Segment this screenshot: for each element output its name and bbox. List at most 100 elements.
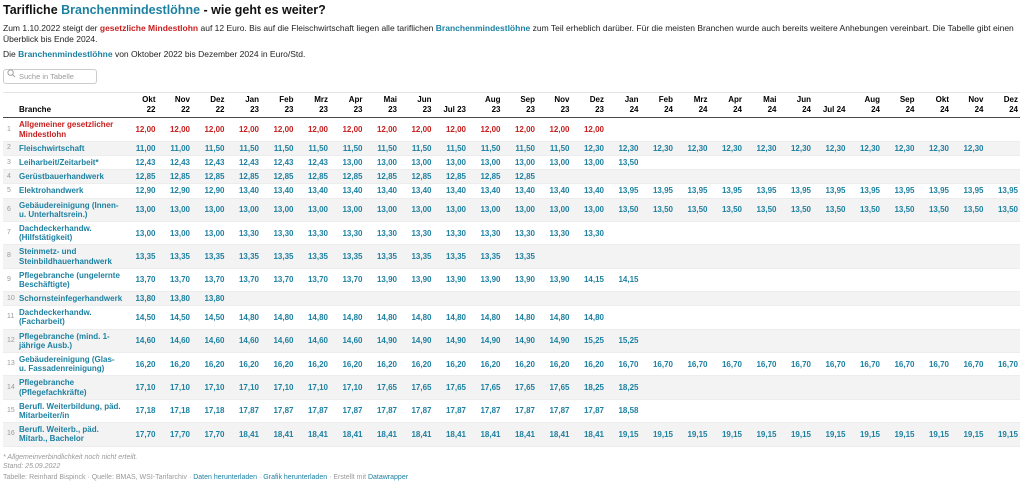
row-number: 15: [3, 399, 19, 422]
wage-cell: [641, 118, 676, 141]
wage-cell: 12,00: [330, 118, 365, 141]
wage-cell: 13,00: [365, 198, 400, 221]
month-column-header: Nov 23: [537, 93, 572, 118]
wage-cell: 13,35: [123, 245, 158, 268]
wage-cell: 12,30: [917, 141, 952, 155]
wage-cell: [779, 221, 814, 244]
wage-cell: 11,50: [503, 141, 538, 155]
wage-cell: [641, 292, 676, 306]
wage-cell: 17,10: [296, 376, 331, 399]
month-column-header: Jan 23: [227, 93, 262, 118]
wage-cell: 19,15: [606, 423, 641, 446]
wage-cell: 17,87: [330, 399, 365, 422]
wage-cell: [710, 399, 745, 422]
wage-cell: [848, 245, 883, 268]
wage-cell: 13,00: [399, 198, 434, 221]
wage-cell: 12,30: [641, 141, 676, 155]
wage-cell: 12,00: [227, 118, 262, 141]
wage-cell: 13,00: [503, 198, 538, 221]
wage-cell: [572, 170, 607, 184]
wage-cell: 18,41: [434, 423, 469, 446]
branche-name: Pflegebranche (mind. 1-jährige Ausb.): [19, 329, 123, 352]
wage-cell: 13,50: [744, 198, 779, 221]
wage-cell: 17,10: [158, 376, 193, 399]
wage-cell: [951, 268, 986, 291]
wage-cell: 11,50: [434, 141, 469, 155]
wage-cell: [675, 245, 710, 268]
wage-cell: [744, 306, 779, 329]
wage-cell: 17,10: [227, 376, 262, 399]
row-number: 6: [3, 198, 19, 221]
wage-cell: 13,95: [744, 184, 779, 198]
wage-cell: [986, 376, 1021, 399]
month-column-header: Mrz 24: [675, 93, 710, 118]
wage-cell: [848, 156, 883, 170]
wage-cell: [848, 292, 883, 306]
wage-cell: 13,40: [330, 184, 365, 198]
wage-cell: 19,15: [744, 423, 779, 446]
wage-cell: [365, 292, 400, 306]
row-number: 1: [3, 118, 19, 141]
wage-cell: 13,90: [468, 268, 503, 291]
wage-cell: 13,40: [399, 184, 434, 198]
download-image-link[interactable]: Grafik herunterladen: [263, 474, 327, 481]
wage-cell: 14,90: [468, 329, 503, 352]
wage-cell: 16,20: [572, 353, 607, 376]
row-number: 16: [3, 423, 19, 446]
wage-cell: 16,20: [227, 353, 262, 376]
wage-cell: 16,20: [123, 353, 158, 376]
row-number: 8: [3, 245, 19, 268]
branche-name: Gebäudereinigung (Glas- u. Fassadenreini…: [19, 353, 123, 376]
wage-cell: 14,80: [330, 306, 365, 329]
wage-cell: [986, 329, 1021, 352]
wage-cell: [813, 268, 848, 291]
wage-cell: 18,41: [330, 423, 365, 446]
wage-cell: 11,50: [330, 141, 365, 155]
wage-cell: [468, 292, 503, 306]
wage-cell: 13,40: [468, 184, 503, 198]
wage-cell: 13,00: [123, 221, 158, 244]
wage-cell: 13,80: [158, 292, 193, 306]
datawrapper-link[interactable]: Datawrapper: [368, 474, 408, 481]
wage-cell: 13,35: [330, 245, 365, 268]
wage-cell: 16,70: [675, 353, 710, 376]
download-data-link[interactable]: Daten herunterladen: [193, 474, 257, 481]
wage-cell: 17,65: [503, 376, 538, 399]
wage-cell: 13,95: [882, 184, 917, 198]
wage-cell: 12,30: [675, 141, 710, 155]
wage-cell: 12,30: [606, 141, 641, 155]
wage-cell: [882, 221, 917, 244]
wage-cell: 13,95: [710, 184, 745, 198]
wage-cell: [779, 376, 814, 399]
wage-cell: 13,30: [365, 221, 400, 244]
wage-cell: 12,00: [399, 118, 434, 141]
wage-cell: [779, 292, 814, 306]
wage-cell: 14,90: [365, 329, 400, 352]
wage-cell: [641, 306, 676, 329]
branche-name: Berufl. Weiterbildung, päd. Mitarbeiter/…: [19, 399, 123, 422]
wage-cell: [606, 245, 641, 268]
wage-cell: 13,90: [537, 268, 572, 291]
wage-cell: [882, 268, 917, 291]
wage-cell: [813, 118, 848, 141]
search-input[interactable]: [3, 69, 97, 84]
text-part: von Oktober 2022 bis Dezember 2024 in Eu…: [113, 49, 306, 59]
wage-cell: 13,35: [158, 245, 193, 268]
row-number: 3: [3, 156, 19, 170]
wage-cell: 13,50: [813, 198, 848, 221]
wage-cell: [744, 156, 779, 170]
wage-cell: [951, 399, 986, 422]
row-number: 7: [3, 221, 19, 244]
wage-cell: 14,90: [537, 329, 572, 352]
wage-cell: [951, 118, 986, 141]
wage-cell: 18,41: [537, 423, 572, 446]
wage-cell: [813, 170, 848, 184]
wage-cell: [675, 399, 710, 422]
wage-cell: [813, 221, 848, 244]
